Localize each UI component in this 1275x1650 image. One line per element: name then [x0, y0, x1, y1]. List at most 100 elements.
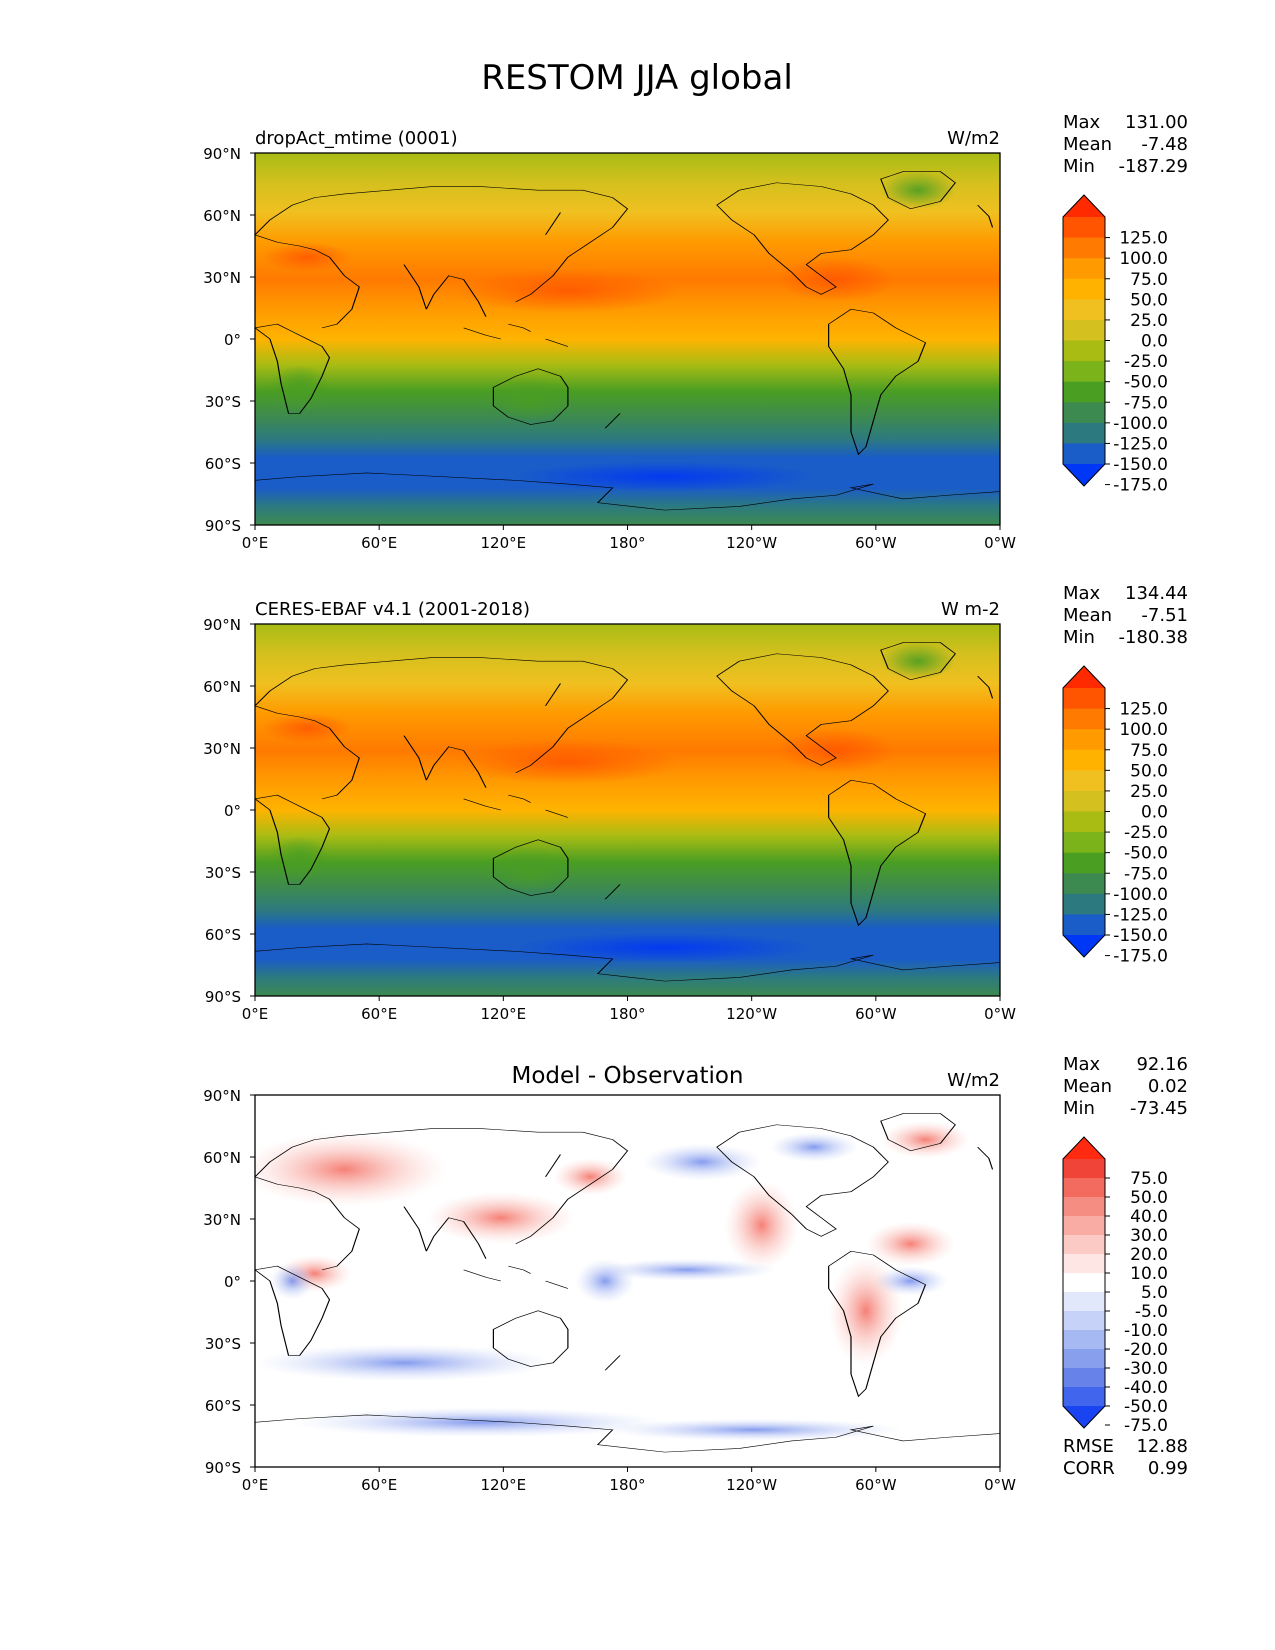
- colorbar-band: [1063, 217, 1105, 239]
- colorbar-band: [1063, 1254, 1105, 1274]
- colorbar-band: [1063, 914, 1105, 936]
- lon-label: 180°: [609, 1476, 645, 1494]
- colorbar-tick-label: 10.0: [1130, 1264, 1168, 1284]
- extra-stat-value: 0.99: [1148, 1458, 1188, 1479]
- colorbar-band: [1063, 361, 1105, 383]
- colorbar-tick-label: 25.0: [1130, 311, 1168, 331]
- colorbar-band: [1063, 402, 1105, 424]
- lat-label: 60°N: [203, 1149, 241, 1167]
- stat-value: -187.29: [1119, 156, 1188, 177]
- colorbar-tick-label: -175.0: [1113, 947, 1168, 967]
- panel-units: W m-2: [941, 599, 1000, 620]
- colorbar-tick-label: -10.0: [1124, 1321, 1168, 1341]
- colorbar-tick-label: -125.0: [1113, 434, 1168, 454]
- lat-label: 60°S: [205, 455, 241, 473]
- stat-value: -73.45: [1130, 1098, 1188, 1119]
- lat-label: 0°: [224, 802, 241, 820]
- lon-label: 60°E: [361, 1476, 397, 1494]
- lon-label: 0°E: [242, 1476, 269, 1494]
- colorbar-band: [1063, 1159, 1105, 1179]
- colorbar: 125.0100.075.050.025.00.0-25.0-50.0-75.0…: [1062, 665, 1168, 967]
- map-field: [255, 624, 1000, 996]
- lat-label: 60°S: [205, 926, 241, 944]
- colorbar-band: [1063, 708, 1105, 730]
- lon-label: 120°E: [481, 1476, 527, 1494]
- colorbar-tick-label: -25.0: [1124, 352, 1168, 372]
- colorbar-tick-label: 30.0: [1130, 1226, 1168, 1246]
- stat-value: -180.38: [1119, 627, 1188, 648]
- lat-label: 0°: [224, 1273, 241, 1291]
- colorbar-band: [1063, 1349, 1105, 1369]
- colorbar-tick-label: 50.0: [1130, 761, 1168, 781]
- colorbar-tick-label: 5.0: [1141, 1283, 1168, 1303]
- extra-stat-value: 12.88: [1136, 1436, 1188, 1457]
- panels: dropAct_mtime (0001) W/m2 90°N 60°N 30°N 0° 30…: [203, 112, 1188, 1494]
- colorbar-band: [1063, 1311, 1105, 1331]
- colorbar-band: [1063, 893, 1105, 915]
- colorbar-band: [1063, 1368, 1105, 1388]
- panel-units: W/m2: [947, 128, 1000, 149]
- lon-label: 60°E: [361, 534, 397, 552]
- colorbar-tick-label: -100.0: [1113, 885, 1168, 905]
- colorbar-tick-label: 0.0: [1141, 803, 1168, 823]
- lat-label: 60°N: [203, 207, 241, 225]
- colorbar-band: [1063, 319, 1105, 341]
- lat-label: 90°N: [203, 145, 241, 163]
- colorbar-band: [1063, 443, 1105, 465]
- lat-label: 90°N: [203, 1087, 241, 1105]
- extra-stat-label: RMSE: [1063, 1436, 1114, 1457]
- lon-label: 60°E: [361, 1005, 397, 1023]
- colorbar-tick-label: 125.0: [1119, 700, 1168, 720]
- colorbar-tick-label: -5.0: [1135, 1302, 1168, 1322]
- colorbar-tick-label: -150.0: [1113, 926, 1168, 946]
- lat-label: 30°S: [205, 393, 241, 411]
- colorbar-tick-label: -20.0: [1124, 1340, 1168, 1360]
- lat-label: 30°S: [205, 1335, 241, 1353]
- stat-value: -7.51: [1141, 605, 1188, 626]
- colorbar-band: [1063, 381, 1105, 403]
- colorbar-extend-min: [1063, 935, 1105, 957]
- lat-label: 90°N: [203, 616, 241, 634]
- panel-left-title: CERES-EBAF v4.1 (2001-2018): [255, 599, 530, 620]
- colorbar-band: [1063, 340, 1105, 362]
- colorbar: 75.050.040.030.020.010.05.0-5.0-10.0-20.…: [1062, 1136, 1168, 1436]
- colorbar-band: [1063, 278, 1105, 300]
- colorbar-band: [1063, 832, 1105, 854]
- lat-label: 60°N: [203, 678, 241, 696]
- colorbar-extend-min: [1063, 464, 1105, 486]
- colorbar-band: [1063, 1216, 1105, 1236]
- lon-label: 120°E: [481, 1005, 527, 1023]
- colorbar-band: [1063, 237, 1105, 259]
- colorbar-band: [1063, 299, 1105, 321]
- lon-label: 120°E: [481, 534, 527, 552]
- stat-label: Min: [1063, 627, 1095, 648]
- lat-label: 30°N: [203, 740, 241, 758]
- colorbar-band: [1063, 852, 1105, 874]
- lat-label: 90°S: [205, 517, 241, 535]
- stat-value: 131.00: [1125, 112, 1188, 133]
- colorbar-band: [1063, 790, 1105, 812]
- extra-stat-label: CORR: [1063, 1458, 1115, 1479]
- colorbar-band: [1063, 1292, 1105, 1312]
- stat-label: Min: [1063, 156, 1095, 177]
- colorbar: 125.0100.075.050.025.00.0-25.0-50.0-75.0…: [1062, 194, 1168, 496]
- colorbar-band: [1063, 749, 1105, 771]
- lon-label: 0°E: [242, 534, 269, 552]
- colorbar-tick-label: -50.0: [1124, 844, 1168, 864]
- colorbar-tick-label: -40.0: [1124, 1378, 1168, 1398]
- stat-value: 134.44: [1125, 583, 1188, 604]
- colorbar-band: [1063, 873, 1105, 895]
- map-panel-1: dropAct_mtime (0001) W/m2 90°N 60°N 30°N 0° 30…: [203, 112, 1188, 552]
- colorbar-tick-label: 50.0: [1130, 1188, 1168, 1208]
- colorbar-tick-label: -75.0: [1124, 864, 1168, 884]
- lat-label: 0°: [224, 331, 241, 349]
- colorbar-band: [1063, 1330, 1105, 1350]
- lon-label: 60°W: [855, 1005, 897, 1023]
- map-panel-2: CERES-EBAF v4.1 (2001-2018) W m-2 90°N 60°N…: [203, 583, 1188, 1023]
- colorbar-tick-label: -75.0: [1124, 1416, 1168, 1436]
- colorbar-tick-label: -25.0: [1124, 823, 1168, 843]
- lon-label: 120°W: [726, 1005, 777, 1023]
- lat-label: 30°N: [203, 269, 241, 287]
- colorbar-tick-label: -75.0: [1124, 393, 1168, 413]
- colorbar-tick-label: -50.0: [1124, 373, 1168, 393]
